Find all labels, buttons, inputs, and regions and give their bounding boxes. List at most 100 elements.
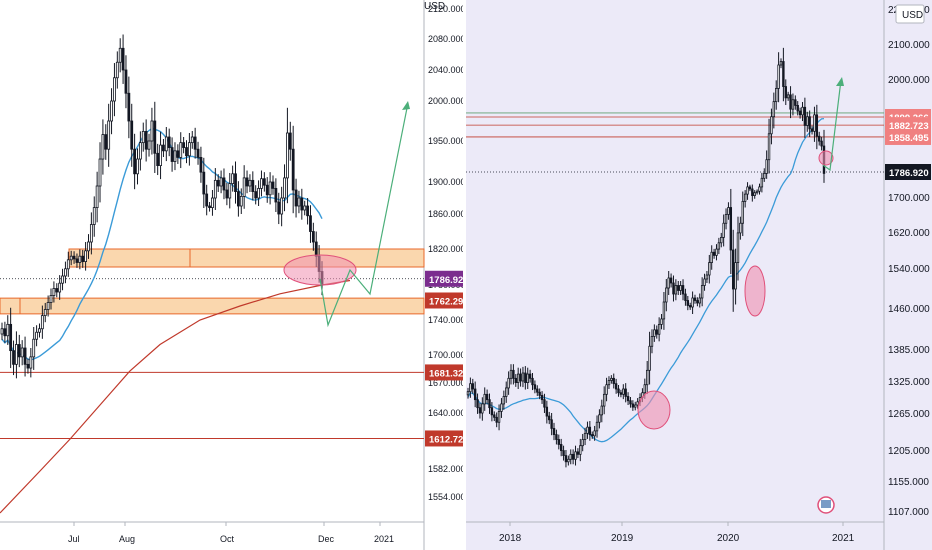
- x-tick-label: Oct: [220, 534, 235, 544]
- candle-body: [679, 285, 682, 291]
- candle-body: [488, 399, 491, 409]
- candle-body: [182, 142, 186, 148]
- candle-body: [798, 110, 802, 116]
- upper-demand-zone[interactable]: [68, 248, 425, 268]
- candle-body: [693, 297, 697, 301]
- candle-body: [677, 285, 680, 291]
- candle-body: [251, 179, 255, 193]
- candle-body: [650, 336, 654, 347]
- right-chart-panel[interactable]: 2200.000USD2100.0002000.0001700.0001620.…: [466, 0, 932, 550]
- candle-body: [55, 288, 59, 293]
- candle-body: [748, 186, 752, 190]
- candle-body: [95, 185, 99, 209]
- candle-body: [559, 444, 563, 452]
- candle-body: [624, 388, 627, 397]
- y-tick-label: 1554.000: [428, 492, 463, 502]
- candle-body: [789, 94, 792, 110]
- left-chart-panel[interactable]: USD 2120.000 2080.000 2040.000 2000.000 1950.…: [0, 0, 463, 550]
- candle-body: [300, 197, 304, 211]
- candle-body: [770, 116, 773, 135]
- candle-body: [138, 142, 142, 160]
- x-tick-label: 2020: [717, 533, 740, 544]
- candle-body: [552, 428, 556, 435]
- currency-label: USD: [902, 10, 923, 21]
- candle-body: [705, 274, 709, 280]
- candle-body: [265, 184, 269, 196]
- y-tick-label: 2120.000: [428, 4, 463, 14]
- candle-body: [815, 114, 819, 137]
- candle-body: [605, 384, 608, 395]
- candle-body: [211, 197, 214, 208]
- candle-body: [739, 222, 742, 234]
- candle-body: [657, 323, 661, 335]
- candle-body: [643, 384, 647, 394]
- candle-body: [519, 373, 522, 382]
- price-tag-bg: [425, 292, 463, 309]
- y-tick-label: 1107.000: [888, 507, 929, 518]
- candle-body: [493, 414, 496, 418]
- candle-body: [598, 414, 601, 423]
- candle-body: [622, 388, 625, 395]
- candle-body: [602, 393, 606, 407]
- candle-body: [72, 255, 76, 260]
- y-tick-label: 1860.000: [428, 209, 463, 219]
- panel-divider[interactable]: [463, 0, 466, 550]
- candle-body: [813, 114, 816, 132]
- candle-body: [98, 158, 102, 187]
- candle-body: [262, 178, 266, 186]
- candle-body: [35, 331, 38, 340]
- candle-body: [509, 369, 513, 379]
- candle-body: [164, 136, 168, 152]
- candle-body: [507, 377, 510, 389]
- candle-body: [758, 186, 761, 192]
- candle-body: [645, 369, 649, 386]
- candle-body: [782, 61, 785, 87]
- lower-demand-zone[interactable]: [0, 297, 425, 315]
- candle-body: [283, 177, 286, 199]
- highlight-circle[interactable]: [744, 265, 766, 317]
- y-tick-label: 2000.000: [428, 96, 463, 106]
- candle-body: [524, 372, 527, 384]
- candle-body: [531, 377, 534, 386]
- candle-body: [607, 380, 611, 386]
- candle-body: [689, 305, 692, 308]
- x-tick-label: 2019: [611, 533, 634, 544]
- highlight-circle[interactable]: [637, 390, 671, 430]
- candle-body: [288, 132, 292, 150]
- y-tick-label: 1700.000: [888, 193, 930, 204]
- price-tag: 1762.292: [429, 296, 463, 307]
- right-chart[interactable]: 2200.000USD2100.0002000.0001700.0001620.…: [466, 0, 932, 550]
- candle-body: [567, 458, 570, 463]
- candle-body: [619, 392, 623, 395]
- y-tick-label: 1900.000: [428, 177, 463, 187]
- candle-body: [150, 120, 154, 142]
- candle-body: [698, 297, 701, 304]
- candle-body: [225, 189, 229, 199]
- candle-body: [167, 136, 171, 148]
- candle-body: [700, 285, 704, 299]
- candle-body: [521, 372, 525, 382]
- price-tag: 1786.920: [429, 275, 463, 286]
- candle-body: [614, 383, 618, 390]
- projection-path: [319, 102, 409, 328]
- candle-body: [291, 148, 295, 191]
- candle-body: [727, 207, 730, 215]
- candle-body: [751, 188, 754, 196]
- candle-body: [294, 189, 298, 207]
- highlight-circle[interactable]: [818, 150, 834, 166]
- candle-body: [583, 432, 587, 440]
- y-tick-label: 1155.000: [888, 477, 929, 488]
- highlight-ellipse[interactable]: [283, 254, 357, 286]
- y-tick-label: 2040.000: [428, 65, 463, 75]
- y-tick-label: 1582.000: [428, 464, 463, 474]
- candle-body: [43, 309, 47, 317]
- candle-body: [193, 136, 197, 150]
- candle-body: [612, 377, 615, 385]
- candle-body: [538, 391, 541, 396]
- y-tick-label: 1325.000: [888, 377, 930, 388]
- candle-body: [156, 152, 160, 167]
- currency-button[interactable]: [895, 4, 925, 24]
- candle-body: [32, 338, 36, 358]
